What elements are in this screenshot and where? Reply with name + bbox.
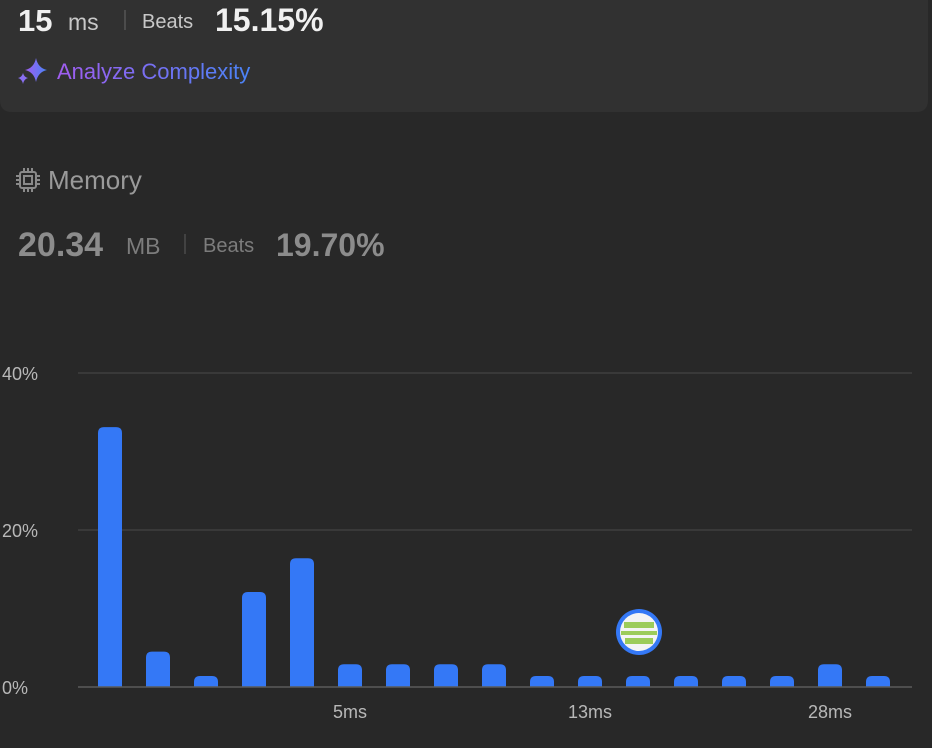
bar — [626, 676, 650, 687]
bar — [722, 676, 746, 687]
x-tick-label: 13ms — [568, 702, 612, 722]
chip-icon — [16, 168, 40, 192]
memory-unit: MB — [126, 233, 161, 259]
runtime-panel — [0, 0, 928, 112]
sparkle-icon — [25, 58, 47, 82]
bar — [866, 676, 890, 687]
bar — [530, 676, 554, 687]
bar — [482, 664, 506, 687]
bar — [578, 676, 602, 687]
runtime-unit: ms — [68, 9, 99, 35]
runtime-value: 15 — [18, 3, 52, 38]
beats-label: Beats — [142, 11, 193, 33]
bar — [146, 651, 170, 687]
x-tick-label: 5ms — [333, 702, 367, 722]
runtime-beats: 15.15% — [215, 2, 324, 38]
y-tick-label: 0% — [2, 678, 28, 698]
bar — [386, 664, 410, 687]
x-tick-label: 28ms — [808, 702, 852, 722]
memory-value: 20.34 — [18, 226, 103, 264]
memory-title: Memory — [48, 165, 142, 195]
bar — [818, 664, 842, 687]
bar — [194, 676, 218, 687]
bar — [98, 427, 122, 687]
bar — [290, 558, 314, 687]
sparkle-icon-small — [18, 73, 28, 84]
user-marker — [616, 609, 662, 655]
beats-label: Beats — [203, 235, 254, 257]
bar — [338, 664, 362, 687]
memory-chart: 0% 20% 40% 5ms 13ms 28ms — [2, 364, 912, 722]
bar — [770, 676, 794, 687]
bar — [674, 676, 698, 687]
bar — [434, 664, 458, 687]
analyze-button[interactable]: Analyze Complexity — [18, 58, 250, 84]
analyze-link[interactable]: Analyze Complexity — [57, 59, 250, 84]
y-tick-label: 40% — [2, 364, 38, 384]
y-tick-label: 20% — [2, 521, 38, 541]
bar — [242, 592, 266, 687]
memory-beats: 19.70% — [276, 227, 385, 263]
